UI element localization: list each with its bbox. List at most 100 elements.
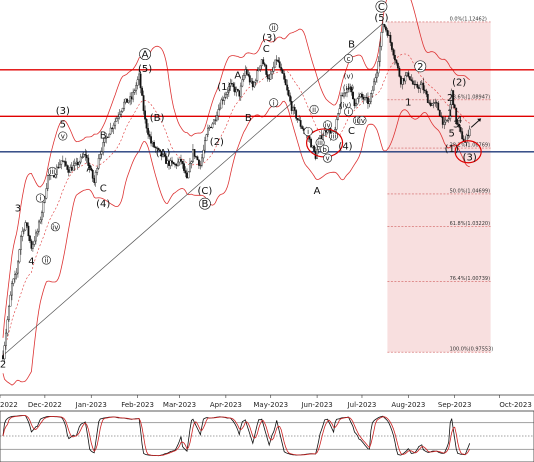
wave-label: (2) [210,137,224,148]
candle-body [193,149,196,157]
candle-body [341,95,344,97]
candle-body [163,154,166,157]
candle-body [157,147,160,150]
candle-body [428,102,431,104]
candle-body [446,119,449,121]
candle-body [153,142,155,148]
x-tick-label: Feb-2023 [121,401,154,409]
candle-body [172,162,175,165]
candle-body [398,67,401,77]
fib-level-label: 61.8%(1.03220) [450,221,491,227]
candle-body [440,115,443,117]
candle-body [85,155,88,159]
candle-body [70,166,73,171]
wave-label-circle [41,255,51,265]
candle-body [21,230,24,237]
middle-band [2,53,470,356]
wave-label: A [142,50,149,61]
candle-body [441,116,444,125]
candle-body [265,65,268,75]
candle-body [419,84,422,89]
x-tick-label: Sep-2023 [438,401,472,409]
candle-body [353,98,356,106]
candle-body [254,80,257,83]
candle-body [458,123,461,128]
wave-label: B [348,40,355,51]
candle-body [232,83,235,88]
candle-body [316,149,318,159]
candle-body [289,95,292,102]
candle-body [310,139,313,148]
wave-label: ii [312,106,316,114]
candle-body [286,84,289,91]
candle-body [114,121,117,126]
candle-body [78,161,81,166]
candle-body [186,172,188,179]
candle-body [148,134,151,137]
candle-body [217,109,220,117]
wave-label: 2 [0,360,6,371]
candle-body [364,97,366,100]
wave-label-circle [320,144,330,154]
candle-body [208,126,211,129]
candle-body [241,79,244,87]
candle-body [189,163,191,173]
wave-label: b [322,146,327,154]
candle-body [36,231,39,234]
x-tick-label: Jun-2023 [300,401,332,409]
candle-body [30,240,33,249]
candle-body [390,42,393,50]
candle-body [171,160,173,163]
candle-body [154,146,157,149]
candle-body [60,160,63,165]
candle-body [37,221,40,232]
wave-label: 2 [447,93,453,104]
candle-body [81,156,84,158]
candle-body [26,222,28,227]
candle-body [195,156,197,158]
candle-body [323,130,326,136]
candle-body [352,91,354,100]
candle-body [340,95,342,109]
fib-zone [387,21,491,353]
candle-body [367,97,369,104]
candle-body [422,82,425,91]
wave-label-circle [357,115,367,125]
candle-body [250,80,253,83]
candle-body [311,145,314,148]
candle-body [361,93,363,98]
wave-label: 4 [456,115,462,126]
arrow-up-icon [470,119,481,128]
wave-label-circle [269,22,279,32]
candle-body [111,127,114,129]
candle-body [266,74,269,79]
wave-label-circle [309,104,319,114]
candle-body [449,104,452,119]
candle-body [293,107,296,111]
candle-body [135,85,138,91]
candle-body [239,85,242,97]
candle-body [58,163,61,168]
candle-body [404,75,407,82]
x-tick-label: Dec-2022 [28,401,62,409]
wave-label: A [314,186,321,197]
candle-body [242,75,245,80]
candle-body [416,84,419,88]
candle-body [223,97,226,101]
candle-body [204,140,206,151]
x-tick-label: Jan-2023 [75,401,107,409]
candle-body [382,24,384,33]
candle-body [233,86,236,93]
wave-label: (1) [445,144,459,155]
wave-label: 5 [449,128,455,139]
candle-body [120,111,123,115]
candle-body [147,128,149,135]
candle-body [142,95,145,111]
wave-label: C [100,184,107,195]
wave-label: 2 [417,62,423,73]
oscillator-d-line [2,415,471,456]
candle-body [205,134,208,141]
candle-body [425,90,428,95]
x-axis: 2022 Dec-2022 Jan-2023 Feb-2023 Mar-2023 Apr-… [0,395,532,409]
candle-body [281,69,284,74]
